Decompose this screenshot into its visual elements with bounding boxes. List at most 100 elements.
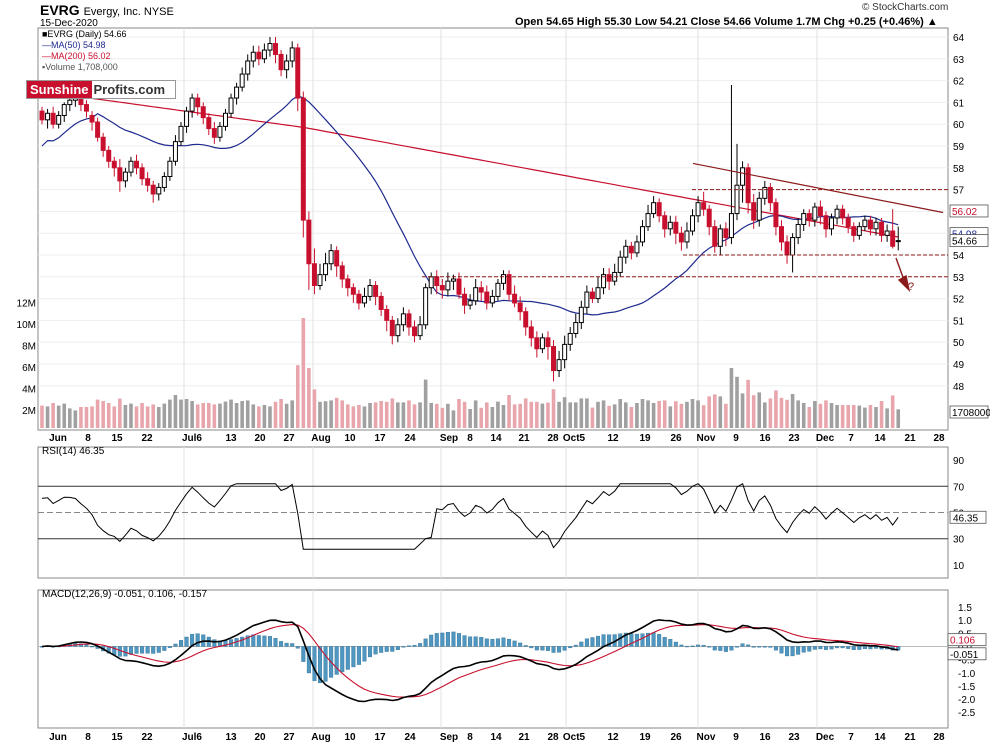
macd-histogram-bar: [679, 644, 684, 647]
candle-body: [122, 171, 128, 182]
volume-bar: [479, 407, 484, 428]
macd-histogram-bar: [668, 639, 673, 647]
macd-histogram-bar: [651, 632, 656, 647]
candle-body: [172, 141, 178, 162]
volume-bar: [112, 406, 117, 428]
macd-histogram-bar: [757, 646, 762, 648]
volume-bar: [807, 407, 812, 428]
candle-body: [278, 53, 284, 71]
candle-body: [601, 274, 607, 289]
volume-bar: [134, 406, 139, 428]
annotation-question-mark: ?: [908, 281, 914, 293]
volume-bar: [690, 399, 695, 428]
candle-body: [61, 104, 67, 116]
macd-histogram-bar: [640, 633, 645, 647]
macd-histogram-bar: [273, 638, 278, 647]
macd-tag-label: 0.106: [950, 636, 975, 647]
candle-body: [784, 241, 790, 256]
candle-body: [67, 99, 73, 106]
volume-bar: [307, 368, 311, 428]
volume-bar: [535, 401, 539, 428]
candle-body: [378, 295, 384, 311]
macd-histogram-bar: [173, 643, 178, 647]
volume-bar: [234, 403, 239, 428]
volume-bar: [223, 401, 228, 428]
candle-body: [523, 311, 529, 328]
x-tick-label: 28: [547, 433, 559, 444]
volume-bar: [668, 406, 673, 428]
candle-body: [211, 128, 217, 138]
macd-histogram-bar: [862, 646, 867, 650]
macd-histogram-bar: [434, 633, 439, 647]
macd-histogram-bar: [134, 646, 139, 654]
candle-body: [578, 306, 584, 324]
macd-histogram-bar: [318, 646, 323, 684]
x-tick-label-bottom: 8: [467, 732, 473, 743]
macd-line: [41, 619, 899, 703]
x-tick-label-bottom: 14: [490, 732, 502, 743]
macd-histogram-bar: [368, 646, 373, 658]
candle-body: [350, 287, 356, 295]
candle-body: [200, 106, 206, 119]
volume-bar: [218, 403, 222, 428]
candle-body: [534, 337, 540, 350]
candle-body: [856, 226, 862, 236]
volume-bar: [612, 404, 617, 428]
volume-bar: [156, 407, 161, 428]
volume-bar: [56, 405, 61, 428]
volume-bar: [151, 404, 155, 428]
macd-histogram-bar: [178, 640, 183, 647]
macd-histogram-bar: [395, 646, 400, 650]
x-tick-label-bottom: 24: [404, 732, 416, 743]
volume-bar: [279, 399, 283, 428]
candle-body: [184, 110, 190, 127]
macd-histogram-bar: [807, 646, 812, 652]
x-tick-label-bottom: 21: [904, 732, 916, 743]
copyright-label: © StockCharts.com: [862, 2, 949, 13]
price-tick-label: 61: [953, 98, 965, 109]
x-tick-label: 14: [490, 433, 502, 444]
volume-bar: [368, 403, 372, 428]
volume-bar: [340, 400, 345, 428]
macd-tick-label: 1.5: [958, 603, 972, 614]
x-tick-label-bottom: 9: [733, 732, 739, 743]
volume-bar: [346, 404, 350, 428]
price-tick-label: 64: [953, 33, 965, 44]
price-tick-label: 49: [953, 360, 965, 371]
volume-bar: [763, 402, 767, 428]
candle-body: [845, 217, 851, 228]
candle-body: [161, 176, 167, 188]
candle-body: [339, 265, 345, 280]
macd-histogram-bar: [562, 646, 567, 651]
candle-body: [539, 337, 545, 350]
macd-histogram-bar: [846, 646, 851, 649]
volume-bar: [145, 406, 150, 428]
candle-body: [728, 213, 734, 239]
x-tick-label-bottom: 13: [225, 732, 237, 743]
rsi-tick-label: 90: [953, 456, 965, 467]
volume-bar: [729, 368, 734, 428]
volume-bar: [434, 403, 439, 428]
volume-tick-label: 12M: [17, 299, 36, 310]
volume-bar: [490, 407, 495, 428]
candle-body: [367, 285, 373, 297]
macd-tick-label: 1.0: [958, 616, 972, 627]
macd-histogram-bar: [468, 636, 473, 647]
volume-bar: [90, 406, 94, 428]
volume-bar: [551, 389, 556, 428]
x-tick-label-bottom: 19: [639, 732, 651, 743]
volume-bar: [585, 398, 589, 428]
x-tick-label: 8: [85, 433, 91, 444]
volume-bar: [390, 398, 395, 428]
candle-body: [167, 160, 173, 178]
macd-histogram-bar: [723, 646, 728, 652]
volume-bar: [796, 400, 800, 428]
volume-bar: [618, 399, 623, 428]
macd-signal-line: [41, 624, 899, 698]
macd-tick-label: -1.5: [958, 682, 976, 693]
candle-body: [684, 230, 690, 243]
candle-body: [545, 337, 551, 348]
macd-histogram-bar: [601, 634, 606, 647]
macd-histogram-bar: [162, 646, 167, 651]
legend-ma50: —MA(50) 54.98: [42, 40, 106, 50]
